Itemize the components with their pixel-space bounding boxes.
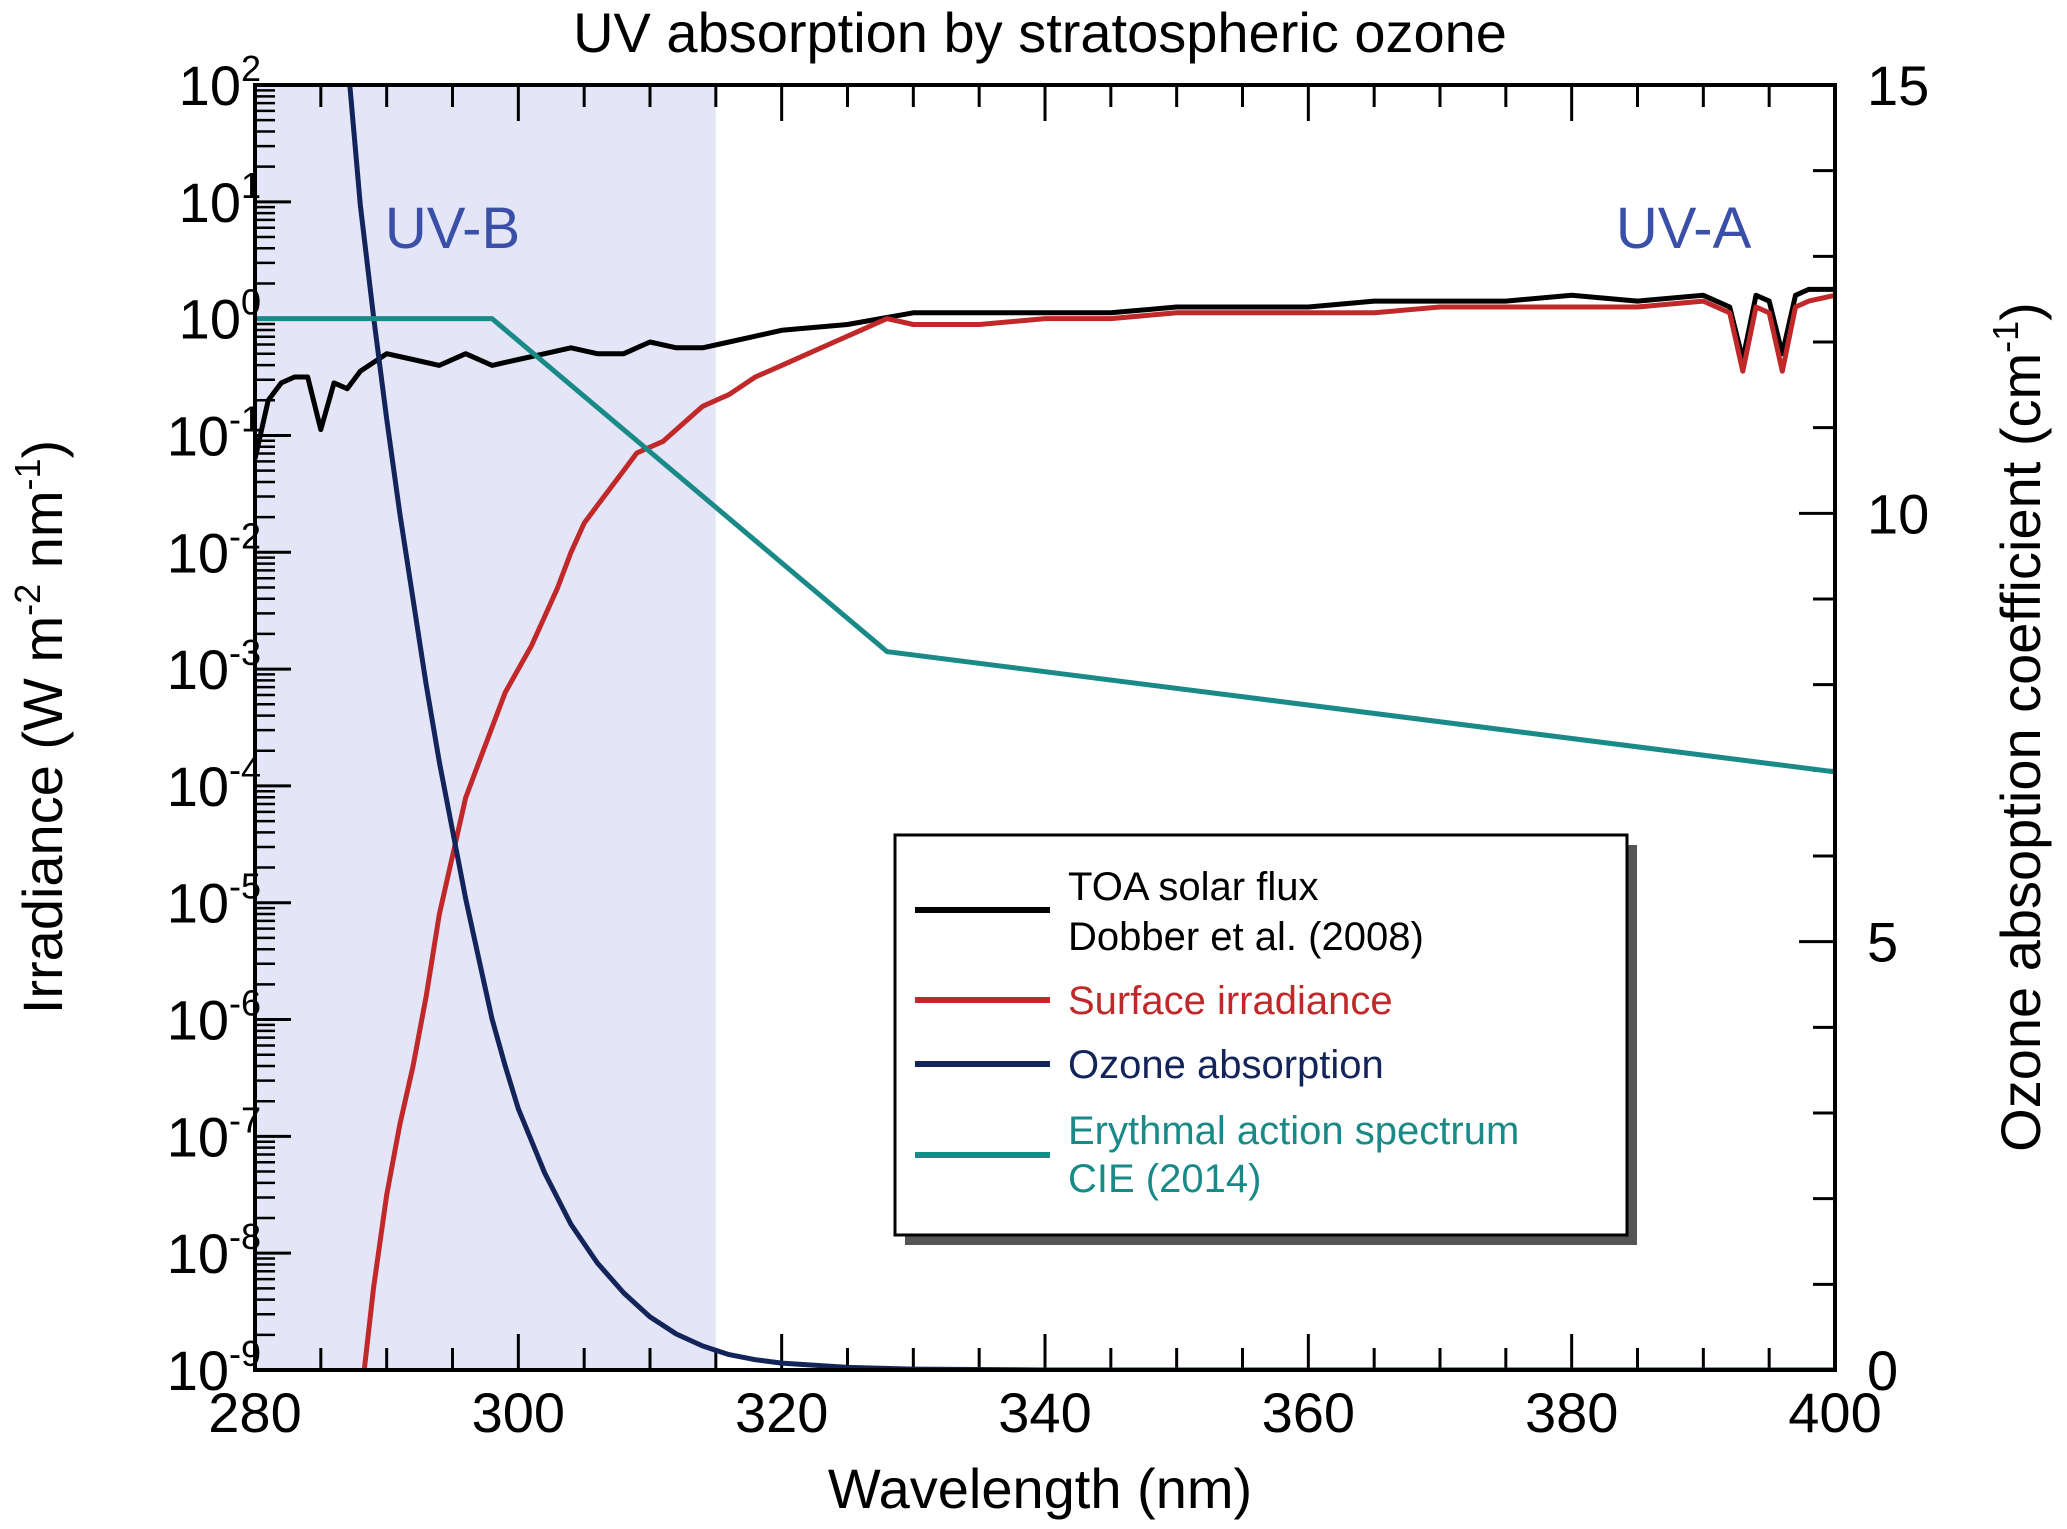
y-left-tick-label: 10-3 bbox=[167, 632, 261, 701]
band-1 bbox=[255, 85, 716, 1370]
plot-frame bbox=[253, 83, 1837, 1372]
x-tick-label: 400 bbox=[1788, 1381, 1881, 1444]
left-axis: 10-910-810-710-610-510-410-310-210-11001… bbox=[167, 48, 291, 1402]
data-series bbox=[255, 85, 1835, 1370]
x-tick-label: 300 bbox=[472, 1381, 565, 1444]
x-tick-label: 380 bbox=[1525, 1381, 1618, 1444]
y-right-tick-label: 10 bbox=[1867, 482, 1929, 545]
legend-label-toa-line2: Dobber et al. (2008) bbox=[1068, 915, 1424, 959]
y-left-tick-label: 10-8 bbox=[167, 1216, 261, 1285]
x-tick-label: 360 bbox=[1262, 1381, 1355, 1444]
band-label-uva: UV-A bbox=[1616, 196, 1752, 261]
x-tick-label: 280 bbox=[208, 1381, 301, 1444]
y-axis-title-right: Ozone absoption coefficient (cm-1) bbox=[1985, 302, 2052, 1152]
y-left-tick-label: 101 bbox=[179, 165, 261, 234]
y-left-tick-label: 10-5 bbox=[167, 866, 261, 935]
y-axis-title-left-text: Irradiance (W m-2 nm-1) bbox=[7, 440, 74, 1014]
y-right-tick-label: 0 bbox=[1867, 1339, 1898, 1402]
y-axis-title-left: Irradiance (W m-2 nm-1) bbox=[7, 440, 74, 1014]
x-axis-title: Wavelength (nm) bbox=[828, 1457, 1252, 1520]
chart-title: UV absorption by stratospheric ozone bbox=[573, 1, 1507, 64]
band-label-uvb: UV-B bbox=[385, 196, 520, 261]
x-tick-label: 320 bbox=[735, 1381, 828, 1444]
series-line-3 bbox=[347, 85, 1835, 1370]
legend-label-toa: TOA solar flux bbox=[1068, 865, 1318, 909]
legend-label-erythmal: Erythmal action spectrum bbox=[1068, 1109, 1519, 1153]
y-right-tick-label: 15 bbox=[1867, 54, 1929, 117]
y-left-tick-label: 10-4 bbox=[167, 749, 261, 818]
legend-label-erythmal-line2: CIE (2014) bbox=[1068, 1157, 1261, 1201]
x-axis: 280 300 320 340 360 380 400 bbox=[208, 85, 1882, 1444]
legend: TOA solar flux Dobber et al. (2008) Surf… bbox=[893, 833, 1637, 1245]
legend-box bbox=[893, 833, 1629, 1237]
series-line-2 bbox=[361, 292, 1835, 1370]
series-line-4 bbox=[255, 316, 1835, 775]
y-left-tick-label: 10-1 bbox=[167, 398, 261, 467]
y-left-tick-label: 10-6 bbox=[167, 983, 261, 1052]
right-axis: 0 5 10 15 bbox=[1799, 54, 1929, 1402]
y-left-tick-label: 100 bbox=[179, 282, 261, 351]
y-right-tick-label: 5 bbox=[1867, 911, 1898, 974]
y-axis-title-right-text: Ozone absoption coefficient (cm-1) bbox=[1985, 302, 2052, 1152]
y-left-tick-label: 10-7 bbox=[167, 1099, 261, 1168]
legend-label-surface: Surface irradiance bbox=[1068, 979, 1393, 1023]
x-tick-label: 340 bbox=[998, 1381, 1091, 1444]
y-left-tick-label: 10-2 bbox=[167, 515, 261, 584]
series-line-1 bbox=[255, 286, 1835, 460]
y-left-tick-label: 102 bbox=[179, 48, 261, 117]
legend-label-ozone: Ozone absorption bbox=[1068, 1043, 1384, 1087]
